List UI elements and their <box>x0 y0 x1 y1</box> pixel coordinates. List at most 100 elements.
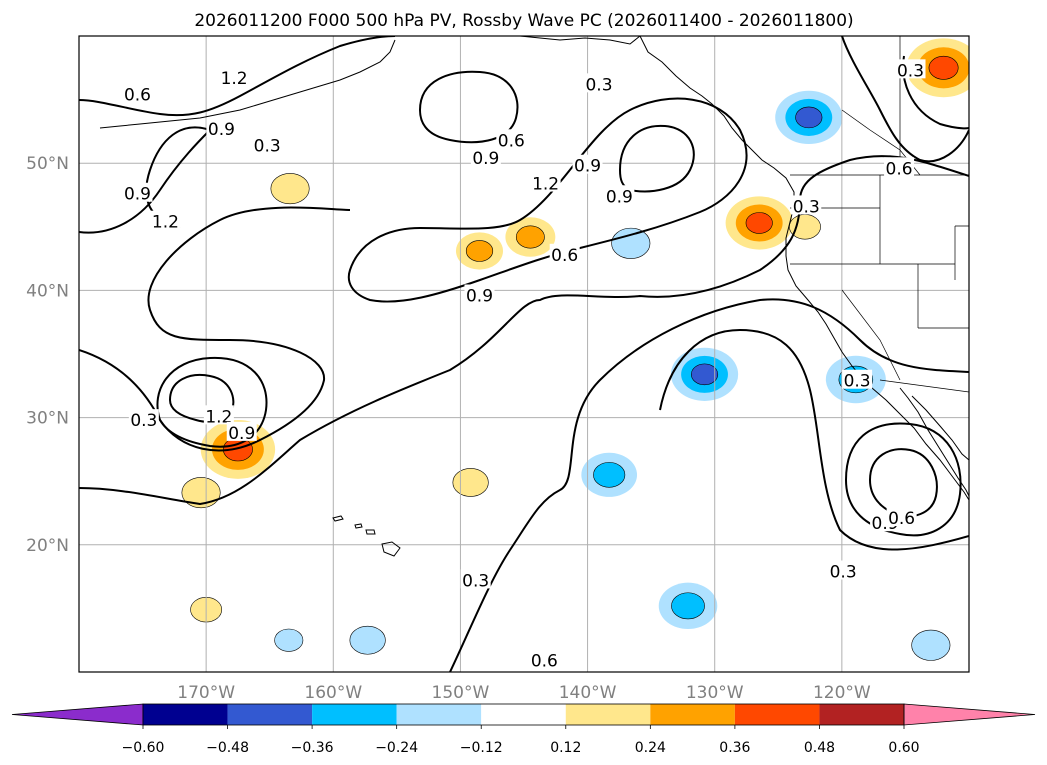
contour-0.9-east <box>868 448 938 518</box>
colorbar-tick-label: −0.12 <box>460 740 503 756</box>
contour-0.3-south <box>449 298 969 672</box>
anomaly-blob <box>274 628 304 652</box>
anomaly-level <box>515 225 545 249</box>
anomaly-level <box>789 214 821 240</box>
anomaly-level <box>349 625 386 655</box>
alaska-coastline <box>519 36 641 45</box>
colorbar: −0.60 −0.48 −0.36 −0.24 −0.12 0.12 0.24 0.36 0.4… <box>11 703 1036 756</box>
contour-label-bg <box>226 421 257 441</box>
anomaly-blob <box>581 452 638 497</box>
contour-label-bg <box>460 569 491 589</box>
anomaly-level <box>270 173 310 205</box>
contour-label-bg <box>470 147 501 167</box>
colorbar-segment <box>819 704 904 725</box>
contour-label: 0.9 <box>208 120 235 140</box>
contour-label: 0.6 <box>531 652 558 672</box>
north-america-coastline <box>639 36 969 501</box>
colorbar-tick-label: −0.36 <box>291 740 334 756</box>
lat-tick-label: 50°N <box>26 154 69 174</box>
contour-0.6-upper <box>79 36 396 117</box>
lat-tick-labels: 20°N 30°N 40°N 50°N <box>26 154 69 556</box>
pv-contours <box>79 36 969 672</box>
colorbar-frame <box>142 703 905 726</box>
contour-label-bg <box>219 66 250 86</box>
contour-label-bg <box>252 134 283 154</box>
anomaly-blob <box>270 173 310 205</box>
contour-label: 0.6 <box>551 246 578 266</box>
contour-label: 0.6 <box>498 131 525 151</box>
coastlines <box>99 36 969 557</box>
anomaly-blob <box>505 217 556 257</box>
contour-label: 0.9 <box>124 185 151 205</box>
colorbar-tick-label: −0.48 <box>206 740 249 756</box>
contour-label: 0.3 <box>254 136 281 156</box>
lon-tick-label: 150°W <box>432 683 490 703</box>
colorbar-segment <box>481 704 566 725</box>
anomaly-blob <box>349 625 386 655</box>
contour-label-bg <box>128 409 159 429</box>
contour-label-bg <box>496 129 527 149</box>
contour-label-bg <box>529 649 560 669</box>
anomaly-level <box>181 477 221 509</box>
anomaly-blob <box>906 38 969 98</box>
contour-label: 0.3 <box>130 411 157 431</box>
us-mexico-border <box>879 379 969 393</box>
anomaly-level <box>452 468 489 497</box>
contour-0.3-east <box>659 328 969 551</box>
lon-tick-label: 120°W <box>813 683 871 703</box>
colorbar-segment <box>396 704 482 725</box>
anomaly-level <box>593 462 626 488</box>
anomaly-level <box>611 227 651 259</box>
contour-label-bg <box>572 154 603 174</box>
contour-label-bg <box>549 243 580 263</box>
colorbar-segment <box>312 704 397 725</box>
colorbar-segment <box>227 704 313 725</box>
lon-tick-label: 130°W <box>686 683 744 703</box>
colorbar-segment <box>734 704 820 725</box>
anomaly-blob <box>789 214 821 240</box>
contour-label-bg <box>122 182 153 202</box>
anomaly-blob <box>452 468 489 497</box>
colorbar-extend-min <box>11 703 144 726</box>
contour-0.6-northeast <box>841 36 969 163</box>
contour-label: 0.9 <box>466 286 493 306</box>
anomaly-blob <box>725 196 793 250</box>
contour-label: 1.2 <box>152 213 179 233</box>
colorbar-tick-label: −0.60 <box>122 740 165 756</box>
anomaly-blob <box>658 582 718 630</box>
colorbar-tick-label: −0.24 <box>375 740 418 756</box>
contour-label-bg <box>206 117 237 137</box>
anomaly-level <box>745 212 773 234</box>
anomaly-level <box>691 363 719 386</box>
contour-label-bg <box>791 195 822 215</box>
colorbar-tick-label: 0.48 <box>804 740 835 756</box>
contour-label-bg <box>604 185 635 205</box>
lat-tick-label: 20°N <box>26 536 69 556</box>
contour-label: 0.6 <box>886 159 913 179</box>
lat-tick-label: 30°N <box>26 409 69 429</box>
contour-0.3-main <box>79 155 969 506</box>
contour-label: 1.2 <box>221 69 248 89</box>
contour-label: 0.3 <box>462 571 489 591</box>
colorbar-extend-max <box>903 703 1036 726</box>
contour-label-bg <box>895 59 926 79</box>
contour-label: 0.6 <box>124 86 151 106</box>
contour-label-bg <box>886 507 917 527</box>
anomaly-blob <box>670 347 739 401</box>
baja-california-coastline <box>899 387 969 497</box>
lon-tick-label: 160°W <box>304 683 362 703</box>
anomaly-level <box>671 592 705 620</box>
colorbar-tick-label: 0.36 <box>719 740 750 756</box>
contour-label: 0.6 <box>888 509 915 529</box>
aleutian-islands <box>99 39 396 129</box>
contour-label-bg <box>203 405 234 425</box>
anomaly-blob <box>775 90 843 145</box>
colorbar-segment <box>565 704 651 725</box>
contour-label: 0.3 <box>844 372 871 392</box>
anomaly-blob <box>181 477 221 509</box>
contour-label: 0.3 <box>585 75 612 95</box>
contour-label-bg <box>122 83 153 103</box>
borders <box>790 36 969 393</box>
contour-label-bg <box>530 172 561 192</box>
